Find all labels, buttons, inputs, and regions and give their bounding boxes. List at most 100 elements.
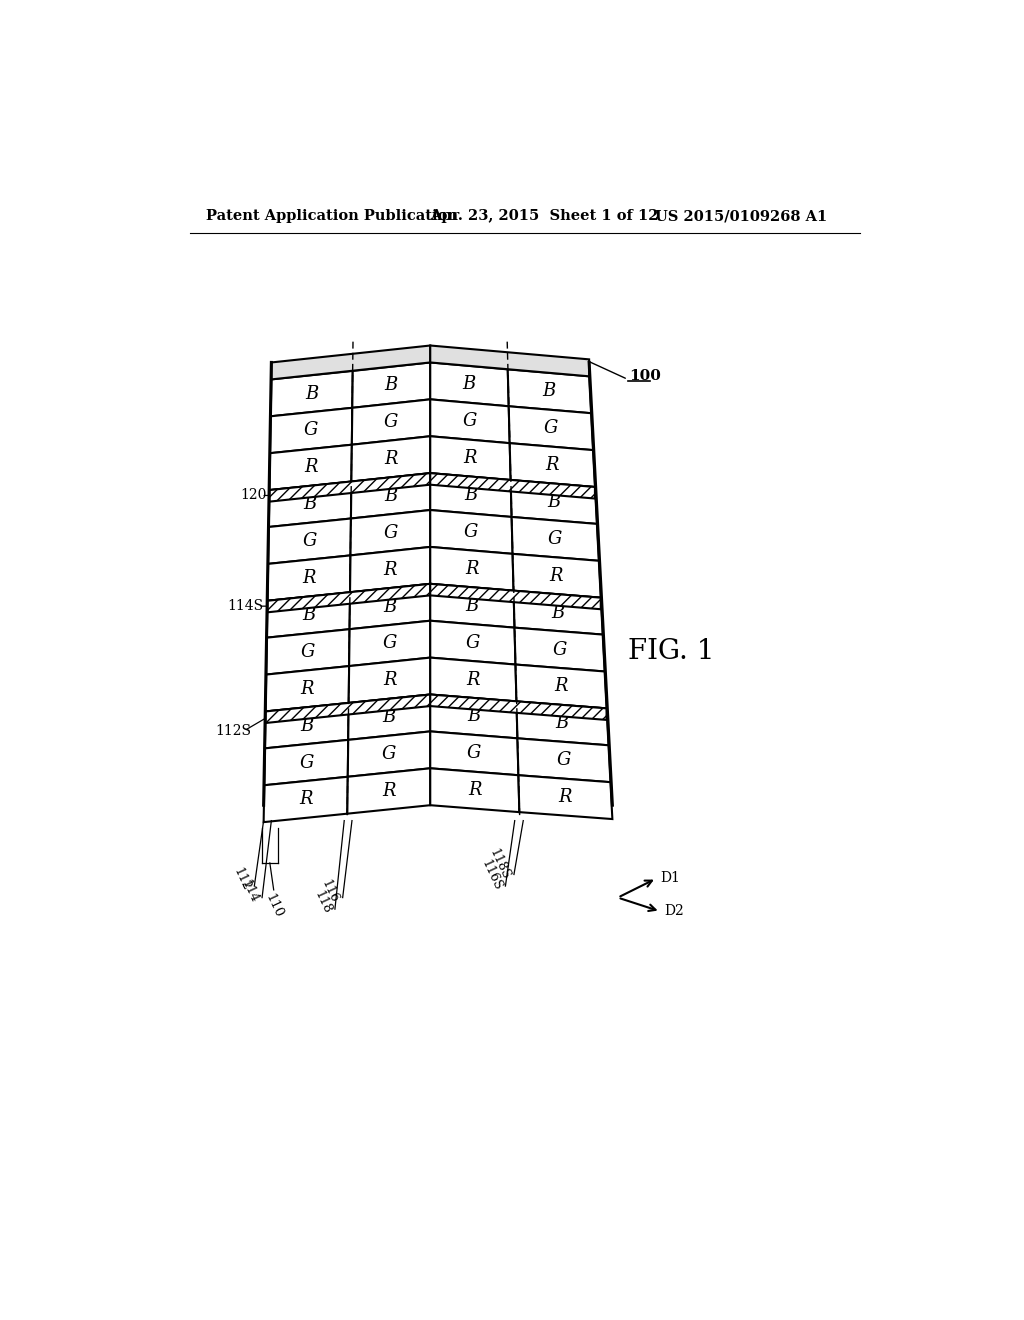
Text: 114S: 114S [227, 599, 263, 614]
Polygon shape [349, 583, 430, 630]
Text: 118S: 118S [486, 846, 512, 882]
Polygon shape [430, 694, 606, 719]
Text: R: R [382, 781, 395, 800]
Text: 116S: 116S [478, 858, 504, 894]
Text: B: B [463, 375, 476, 393]
Text: 100: 100 [630, 368, 662, 383]
Text: R: R [468, 781, 481, 799]
Polygon shape [430, 363, 509, 407]
Polygon shape [517, 738, 610, 783]
Polygon shape [430, 400, 510, 444]
Polygon shape [269, 473, 430, 502]
Polygon shape [430, 731, 518, 775]
Text: 110: 110 [263, 891, 285, 920]
Text: B: B [303, 495, 316, 513]
Text: R: R [466, 671, 480, 689]
Polygon shape [264, 741, 348, 785]
Polygon shape [430, 657, 516, 701]
Text: D2: D2 [665, 904, 684, 919]
Text: 116: 116 [319, 878, 341, 904]
Text: B: B [385, 376, 398, 395]
Text: G: G [463, 412, 477, 430]
Polygon shape [430, 694, 517, 738]
Text: R: R [304, 458, 317, 477]
Text: B: B [305, 384, 318, 403]
Text: Patent Application Publication: Patent Application Publication [206, 209, 458, 223]
Polygon shape [348, 694, 430, 741]
Polygon shape [430, 583, 514, 627]
Polygon shape [509, 407, 593, 450]
Polygon shape [516, 701, 608, 746]
Text: 120: 120 [241, 488, 266, 503]
Text: B: B [466, 597, 479, 615]
Text: G: G [544, 420, 558, 437]
Text: R: R [384, 450, 397, 467]
Polygon shape [430, 583, 601, 610]
Text: G: G [466, 634, 480, 652]
Polygon shape [508, 370, 591, 413]
Polygon shape [510, 444, 595, 487]
Text: G: G [299, 754, 313, 772]
Text: R: R [383, 672, 396, 689]
Polygon shape [350, 546, 430, 593]
Text: Apr. 23, 2015  Sheet 1 of 12: Apr. 23, 2015 Sheet 1 of 12 [430, 209, 658, 223]
Text: B: B [556, 714, 569, 733]
Polygon shape [348, 731, 430, 776]
Polygon shape [518, 775, 612, 818]
Text: B: B [543, 383, 556, 400]
Polygon shape [265, 704, 349, 748]
Text: B: B [302, 606, 315, 624]
Text: R: R [384, 561, 397, 578]
Polygon shape [267, 583, 430, 612]
Text: D1: D1 [660, 871, 680, 886]
Text: G: G [552, 640, 566, 659]
Text: G: G [383, 524, 397, 541]
Text: G: G [464, 523, 478, 541]
Text: R: R [464, 449, 477, 467]
Text: R: R [558, 788, 571, 807]
Polygon shape [268, 482, 351, 527]
Polygon shape [430, 768, 519, 812]
Polygon shape [352, 363, 430, 408]
Polygon shape [430, 473, 512, 517]
Polygon shape [430, 546, 514, 591]
Text: B: B [383, 598, 396, 615]
Polygon shape [350, 510, 430, 556]
Text: G: G [304, 421, 318, 440]
Polygon shape [267, 556, 350, 601]
Text: B: B [300, 717, 313, 735]
Text: B: B [383, 709, 396, 726]
Polygon shape [430, 473, 595, 499]
Text: G: G [382, 744, 396, 763]
Polygon shape [347, 768, 430, 813]
Polygon shape [511, 480, 597, 524]
Text: R: R [301, 680, 314, 698]
Text: R: R [550, 566, 563, 585]
Polygon shape [349, 657, 430, 704]
Text: B: B [384, 487, 397, 504]
Polygon shape [271, 346, 430, 379]
Polygon shape [515, 664, 606, 709]
Text: R: R [465, 560, 478, 578]
Text: 112S: 112S [216, 723, 252, 738]
Text: G: G [384, 413, 398, 432]
Polygon shape [265, 667, 349, 711]
Polygon shape [263, 776, 348, 822]
Polygon shape [430, 436, 511, 480]
Text: R: R [546, 457, 559, 474]
Text: 112: 112 [230, 866, 253, 894]
Polygon shape [351, 473, 430, 519]
Text: B: B [547, 492, 560, 511]
Polygon shape [351, 436, 430, 482]
Text: G: G [302, 532, 316, 550]
Polygon shape [349, 620, 430, 667]
Text: 114: 114 [239, 878, 260, 904]
Text: G: G [548, 529, 562, 548]
Text: B: B [464, 486, 477, 504]
Polygon shape [266, 630, 349, 675]
Text: G: G [383, 635, 397, 652]
Text: G: G [301, 643, 315, 661]
Text: G: G [556, 751, 571, 770]
Text: B: B [467, 708, 480, 726]
Polygon shape [270, 371, 352, 416]
